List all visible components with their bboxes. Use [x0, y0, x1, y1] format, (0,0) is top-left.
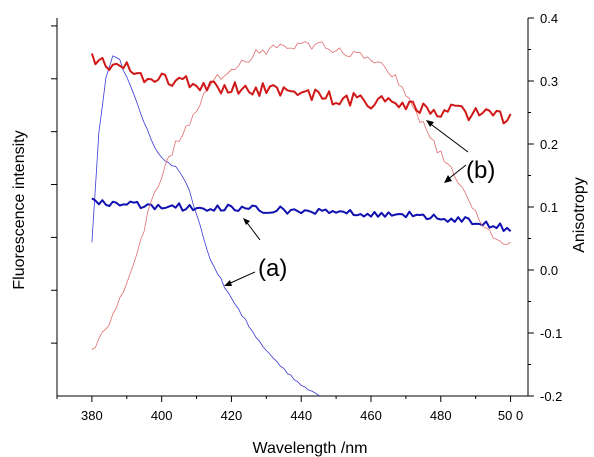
arrow-a-2-head: [224, 280, 232, 286]
y-right-tick-label: 0.2: [540, 137, 558, 152]
x-tick-label: 460: [360, 408, 382, 423]
y-right-tick-label: 0.3: [540, 74, 558, 89]
x-axis-title: Wavelength /nm: [252, 440, 367, 457]
arrow-b-1-head: [426, 120, 434, 127]
y-right-tick-label: 0.0: [540, 263, 558, 278]
annotation-b: (b): [466, 157, 495, 184]
series-line-(b)-right: [90, 53, 512, 125]
x-tick-label: 400: [151, 408, 173, 423]
y-right-ticks: -0.2 -0.1 0.0 0.1 0.2 0.3 0.4: [528, 11, 562, 404]
y-right-tick-label: -0.1: [540, 326, 562, 341]
arrow-b-1: [427, 121, 469, 153]
annotation-a: (a): [258, 255, 287, 282]
series-line-(a)-left: [91, 55, 320, 396]
y-left-ticks: [51, 25, 57, 344]
y-right-axis-title: Anisotropy: [571, 177, 588, 253]
y-right-tick-label: 0.4: [540, 11, 558, 26]
series-line-(b)-left: [91, 41, 511, 350]
y-left-axis-title: Fluorescence intensity: [11, 130, 28, 289]
x-tick-label: 420: [221, 408, 243, 423]
arrow-b-2-head: [444, 175, 452, 183]
series-line-(a)-right: [91, 197, 512, 233]
x-tick-label: 380: [81, 408, 103, 423]
x-tick-label: 440: [290, 408, 312, 423]
x-ticks: 380 400 420 440 460 480 50 0: [56, 396, 523, 423]
y-right-tick-label: -0.2: [540, 389, 562, 404]
arrow-b-2: [446, 164, 467, 181]
x-tick-label: 50 0: [498, 408, 523, 423]
arrow-a-1-head: [243, 218, 250, 225]
y-right-tick-label: 0.1: [540, 200, 558, 215]
x-tick-label: 480: [430, 408, 452, 423]
series-layer: [90, 41, 512, 396]
